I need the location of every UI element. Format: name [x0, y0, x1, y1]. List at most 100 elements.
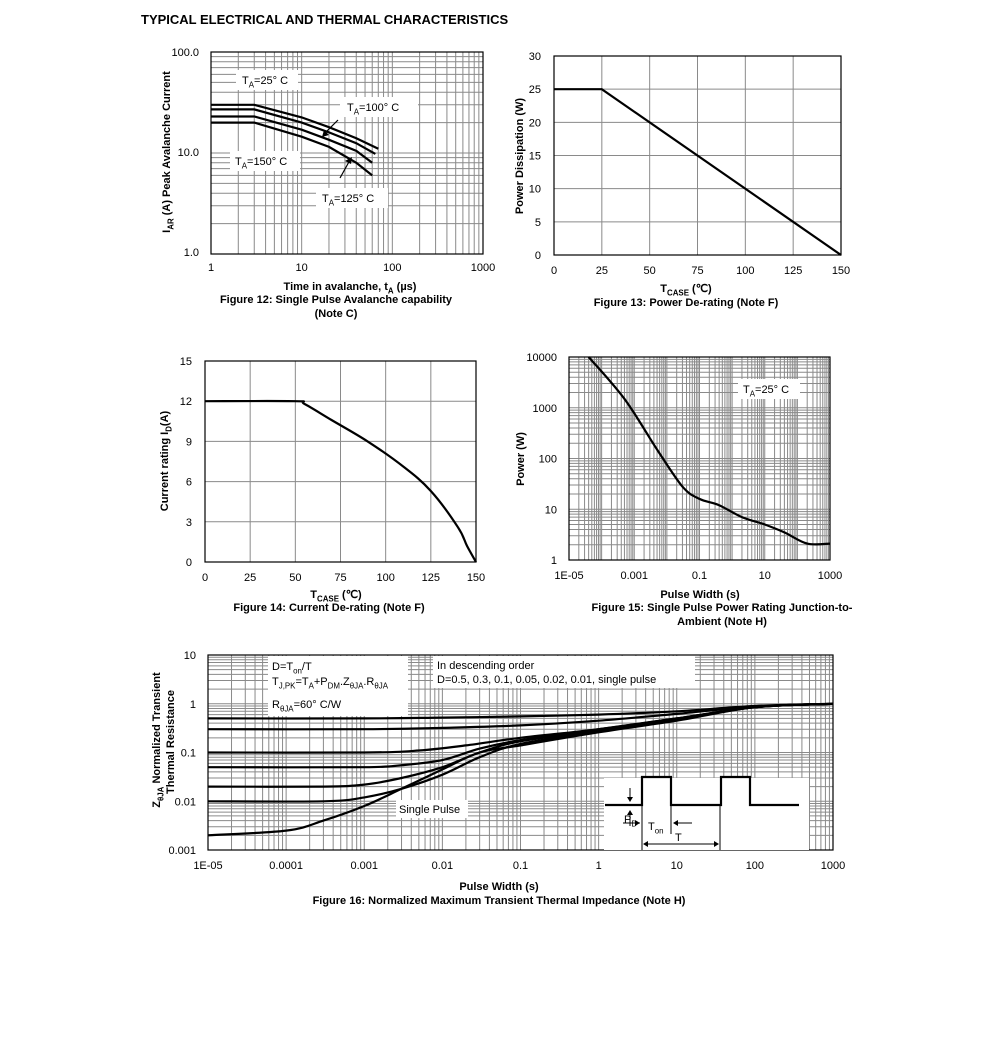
fig15-x-tick-label: 0.001 — [620, 570, 648, 582]
fig12-caption: Figure 12: Single Pulse Avalanche capabi… — [220, 294, 453, 306]
fig12-x-tick-label: 100 — [383, 262, 401, 274]
fig16-x-tick-label: 0.0001 — [269, 860, 303, 872]
fig16-ton-arrowhead — [673, 820, 678, 826]
fig16-ton-label: Ton — [648, 821, 664, 835]
fig13-y-tick-label: 30 — [529, 51, 541, 63]
fig16-x-axis-label: Pulse Width (s) — [459, 881, 539, 893]
fig12-series-line — [211, 115, 373, 164]
fig12-y-tick-label: 100.0 — [171, 47, 199, 59]
fig13-x-tick-label: 75 — [691, 265, 703, 277]
fig14-x-tick-label: 25 — [244, 572, 256, 584]
fig14-y-tick-label: 15 — [180, 356, 192, 368]
fig16-x-tick-label: 0.001 — [350, 860, 378, 872]
fig13-y-axis-label: Power Dissipation (W) — [514, 98, 526, 214]
fig14-x-tick-label: 0 — [202, 572, 208, 584]
fig12-temp-label-part: A — [249, 80, 255, 89]
fig15-temp-label-part: A — [750, 389, 756, 398]
fig16-y-axis-label-part: θJA — [156, 786, 165, 801]
fig12-y-tick-label: 10.0 — [178, 147, 199, 159]
fig13-x-axis-label-part: (℃) — [689, 283, 712, 295]
fig16-legend-bg — [268, 656, 408, 716]
fig16-single-pulse-label: Single Pulse — [399, 804, 460, 816]
fig16-legend-rthja-part: R — [272, 699, 280, 711]
fig16-order-bg — [433, 656, 695, 688]
fig16-y-tick-label: 0.001 — [168, 845, 196, 857]
fig14-y-tick-label: 3 — [186, 517, 192, 529]
fig12-arrow — [339, 159, 351, 179]
fig16-x-tick-label: 1 — [596, 860, 602, 872]
fig12-plot-frame — [210, 51, 484, 255]
fig12-temp-label: TA=25° C — [242, 75, 288, 89]
fig15-y-tick-label: 100 — [539, 454, 557, 466]
fig15-temp-label-part: =25° C — [755, 384, 789, 396]
fig14-series-line — [204, 399, 477, 563]
fig15-y-tick-label: 1000 — [533, 403, 557, 415]
fig12-y-axis-label: IAR (A) Peak Avalanche Current — [161, 71, 175, 233]
fig12-arrowhead — [345, 157, 352, 164]
fig12-y-tick-label: 1.0 — [184, 247, 199, 259]
fig14-grid — [204, 360, 477, 563]
fig12-y-axis-label-part: (A) Peak Avalanche Current — [161, 71, 173, 218]
fig15-x-tick-label: 10 — [759, 570, 771, 582]
fig12-series-line — [211, 108, 376, 155]
fig15-temp-label-part: T — [743, 384, 750, 396]
fig16-legend-line: D=Ton/T — [272, 661, 312, 675]
fig14-caption: Figure 14: Current De-rating (Note F) — [233, 602, 425, 614]
fig16-pulse-waveform — [605, 775, 799, 807]
fig13-y-tick-label: 5 — [535, 217, 541, 229]
fig14-y-axis-label-part: D — [164, 426, 173, 432]
fig16-legend-line-part: D=T — [272, 661, 293, 673]
fig12-label-bg — [236, 70, 298, 90]
fig16-legend-formula-part: J,PK — [279, 681, 296, 690]
fig13-x-tick-label: 0 — [551, 265, 557, 277]
fig16-legend-formula-part: DM — [328, 681, 340, 690]
fig16-legend-formula-part: .R — [363, 676, 374, 688]
fig16-inset-bg — [604, 778, 809, 850]
fig14-chart: 0 25 50 75 100 125 150 0 3 6 9 12 15 TCASE (℃) Current… — [159, 356, 485, 614]
fig16-legend-rthja-part: θJA — [280, 704, 294, 713]
fig16-pd-label: PD — [624, 814, 637, 828]
fig13-y-tick-label: 15 — [529, 151, 541, 163]
fig14-y-tick-label: 6 — [186, 477, 192, 489]
fig16-period-arrowhead — [643, 841, 648, 847]
fig13-x-tick-label: 25 — [596, 265, 608, 277]
fig15-chart: TA=25° C 1E-05 0.001 0.1 10 1000 1 10 100 1000 100… — [515, 352, 853, 628]
fig12-temp-label-part: T — [242, 75, 249, 87]
fig16-pd-label-part: D — [631, 819, 637, 828]
fig12-temp-label-part: A — [242, 161, 248, 170]
fig12-x-tick-label: 1000 — [471, 262, 495, 274]
fig13-x-tick-label: 50 — [644, 265, 656, 277]
fig16-legend-formula-part: θJA — [350, 681, 364, 690]
fig14-x-axis-label: TCASE (℃) — [310, 589, 362, 603]
fig16-pd-arrowhead — [627, 797, 633, 802]
fig16-x-tick-label: 10 — [671, 860, 683, 872]
fig12-x-axis-label: Time in avalanche, tA (µs) — [284, 281, 417, 295]
fig14-x-axis-label-part: T — [310, 589, 317, 601]
fig16-y-axis-label: ZθJA Normalized Transient — [151, 672, 165, 808]
fig12-label-bg — [340, 97, 418, 117]
fig15-caption: Figure 15: Single Pulse Power Rating Jun… — [592, 602, 853, 614]
fig12-x-axis-label-part: Time in avalanche, t — [284, 281, 389, 293]
fig13-chart: 0 25 50 75 100 125 150 0 5 10 15 20 25 30 TCASE (℃) Pow… — [514, 51, 850, 309]
fig15-temp-label: TA=25° C — [743, 384, 789, 398]
fig15-plot-frame — [568, 356, 831, 561]
fig16-order-title: In descending order — [437, 660, 535, 672]
fig16-series-line — [207, 702, 834, 837]
fig14-x-tick-label: 125 — [422, 572, 440, 584]
fig14-x-tick-label: 100 — [376, 572, 394, 584]
fig13-x-axis-label-part: CASE — [667, 288, 689, 297]
fig12-chart: TA=25° CTA=100° CTA=150° CTA=125° C1 10 10… — [161, 47, 495, 320]
fig16-order-list: D=0.5, 0.3, 0.1, 0.05, 0.02, 0.01, singl… — [437, 674, 656, 686]
fig13-x-tick-label: 125 — [784, 265, 802, 277]
fig15-y-axis-label: Power (W) — [515, 432, 527, 486]
fig16-legend-formula-part: =T — [295, 676, 308, 688]
fig12-temp-label-part: A — [354, 107, 360, 116]
fig12-temp-label-part: T — [322, 193, 329, 205]
fig12-caption-2: (Note C) — [315, 308, 358, 320]
fig13-x-axis-label-part: T — [660, 283, 667, 295]
fig16-y-axis-label-part: Z — [151, 801, 163, 808]
fig16-period-label: T — [675, 832, 682, 844]
fig12-x-tick-label: 1 — [208, 262, 214, 274]
fig16-series-line — [207, 702, 834, 731]
